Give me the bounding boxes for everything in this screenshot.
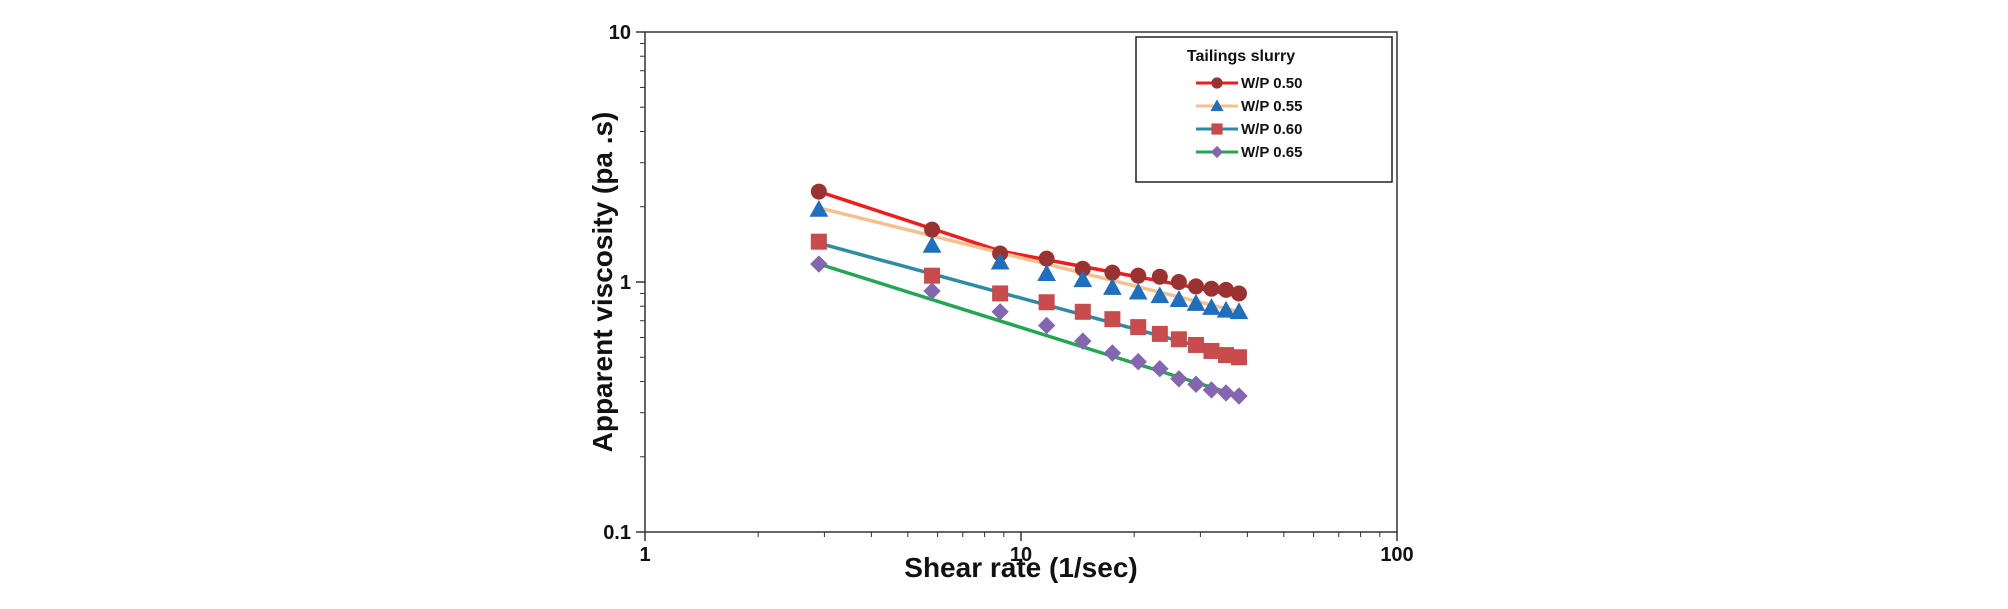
point-w-p-0-65 [1037,316,1056,335]
point-w-p-0-55 [990,252,1010,270]
fit-line-w-p-0-60 [818,241,1240,359]
point-w-p-0-55 [1186,294,1206,311]
point-w-p-0-50 [1104,264,1121,281]
point-w-p-0-60 [924,267,941,284]
point-w-p-0-60 [1151,325,1168,342]
y-tick-label: 10 [609,22,631,44]
point-w-p-0-55 [922,235,942,253]
point-w-p-0-60 [992,285,1009,302]
point-w-p-0-50 [1230,285,1247,302]
x-tick-label: 1 [639,544,650,566]
point-w-p-0-55 [1169,290,1189,307]
point-w-p-0-55 [1103,278,1122,295]
point-w-p-0-65 [1202,381,1221,399]
y-tick-label: 0.1 [603,522,631,544]
point-w-p-0-60 [1104,311,1121,328]
x-axis-title: Shear rate (1/sec) [904,552,1137,583]
point-w-p-0-60 [810,233,827,250]
point-w-p-0-50 [1151,268,1168,285]
legend-label-w-p-0-50: W/P 0.50 [1241,75,1302,92]
legend-items: W/P 0.50 W/P 0.55 W/P 0.60 W/P 0.65 [1196,75,1302,161]
x-tick-label: 10 [1010,544,1032,566]
point-w-p-0-65 [1129,352,1147,371]
point-w-p-0-65 [1103,344,1122,362]
data-markers [809,183,1249,405]
point-w-p-0-55 [1073,270,1093,288]
y-tick-label: 1 [620,272,631,294]
legend-label-w-p-0-55: W/P 0.55 [1241,98,1302,115]
y-axis-ticks: 0.1 1 10 [603,22,645,544]
legend-marker-w-p-0-60 [1211,123,1223,135]
point-w-p-0-65 [1074,332,1092,350]
legend-marker-w-p-0-50 [1211,77,1223,89]
point-w-p-0-50 [1038,250,1055,267]
point-w-p-0-55 [1216,300,1236,318]
point-w-p-0-50 [1170,274,1187,290]
fit-line-w-p-0-65 [818,262,1240,398]
point-w-p-0-50 [1187,278,1204,295]
point-w-p-0-50 [924,221,941,238]
point-w-p-0-55 [809,199,829,217]
legend-marker-w-p-0-65 [1210,145,1224,159]
point-w-p-0-65 [810,255,828,273]
point-w-p-0-60 [1230,349,1247,366]
point-w-p-0-65 [1170,370,1188,388]
legend-label-w-p-0-65: W/P 0.65 [1241,144,1302,161]
legend-box [1135,36,1393,183]
point-w-p-0-55 [1128,282,1148,300]
legend-label-w-p-0-60: W/P 0.60 [1241,121,1302,138]
y-axis-title: Apparent viscosity (pa .s) [587,112,618,453]
point-w-p-0-60 [1038,294,1055,311]
point-w-p-0-50 [1203,280,1220,297]
point-w-p-0-65 [1151,359,1169,378]
point-w-p-0-60 [1130,319,1147,336]
point-w-p-0-65 [1217,384,1235,402]
legend-title: Tailings slurry [1187,48,1295,65]
point-w-p-0-60 [1203,342,1220,359]
point-w-p-0-50 [810,183,827,200]
point-w-p-0-60 [1074,303,1091,320]
point-w-p-0-60 [1187,336,1204,353]
point-w-p-0-55 [1037,264,1056,281]
point-w-p-0-65 [1187,375,1205,393]
point-w-p-0-65 [1230,387,1248,405]
point-w-p-0-65 [923,282,941,300]
point-w-p-0-55 [1150,286,1170,304]
fit-line-w-p-0-55 [818,206,1240,314]
point-w-p-0-55 [1229,302,1249,320]
point-w-p-0-65 [991,303,1009,321]
x-tick-label: 100 [1380,544,1413,566]
point-w-p-0-55 [1202,298,1221,315]
legend: Tailings slurry W/P 0.50 W/P 0.55 W/P 0.60… [1135,36,1393,183]
legend-marker-w-p-0-55 [1210,99,1224,112]
point-w-p-0-60 [1170,331,1187,348]
x-axis-ticks: 1 10 100 [639,532,1414,566]
point-w-p-0-50 [1130,267,1147,284]
